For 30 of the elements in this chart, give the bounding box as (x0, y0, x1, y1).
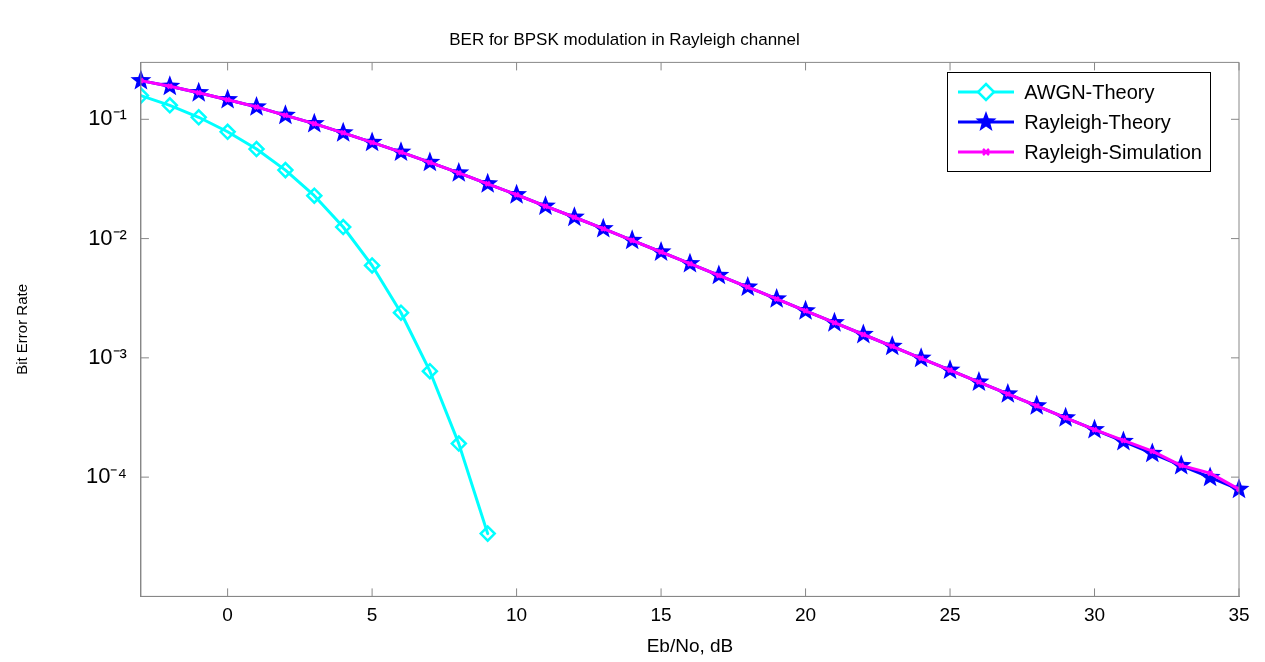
point (219, 123, 236, 141)
point (190, 109, 207, 126)
point (248, 140, 265, 158)
point (363, 257, 381, 274)
y-tick-label: 10⁻² (88, 224, 127, 250)
point (277, 161, 294, 179)
x-tick-label: 5 (366, 604, 378, 626)
point (306, 187, 323, 204)
x-tick-label: 35 (1228, 604, 1250, 626)
x-tick-label: 0 (222, 604, 233, 626)
y-tick-label: 10⁻¹ (88, 105, 127, 131)
chart-title: BER for BPSK modulation in Rayleigh channel (449, 29, 800, 49)
x-tick-label: 25 (939, 604, 961, 626)
point (392, 304, 410, 321)
x-axis-title: Eb/No, dB (646, 634, 734, 656)
legend-label: Rayleigh-Simulation (1024, 140, 1202, 166)
x-tick-label: 20 (794, 604, 817, 626)
point (450, 435, 468, 452)
y-tick-label: 10⁻³ (88, 343, 127, 369)
point (334, 218, 352, 236)
x-tick-label: 15 (650, 604, 672, 626)
x-tick-label: 30 (1083, 604, 1106, 626)
x-tick-label: 10 (506, 604, 528, 626)
point (161, 97, 179, 114)
legend-label: Rayleigh-Theory (1024, 110, 1171, 136)
legend-label: AWGN-Theory (1024, 80, 1155, 106)
y-tick-label: 10⁻⁴ (85, 463, 127, 489)
point (479, 525, 496, 542)
point (421, 362, 439, 380)
y-axis-title: Bit Error Rate (13, 283, 31, 375)
